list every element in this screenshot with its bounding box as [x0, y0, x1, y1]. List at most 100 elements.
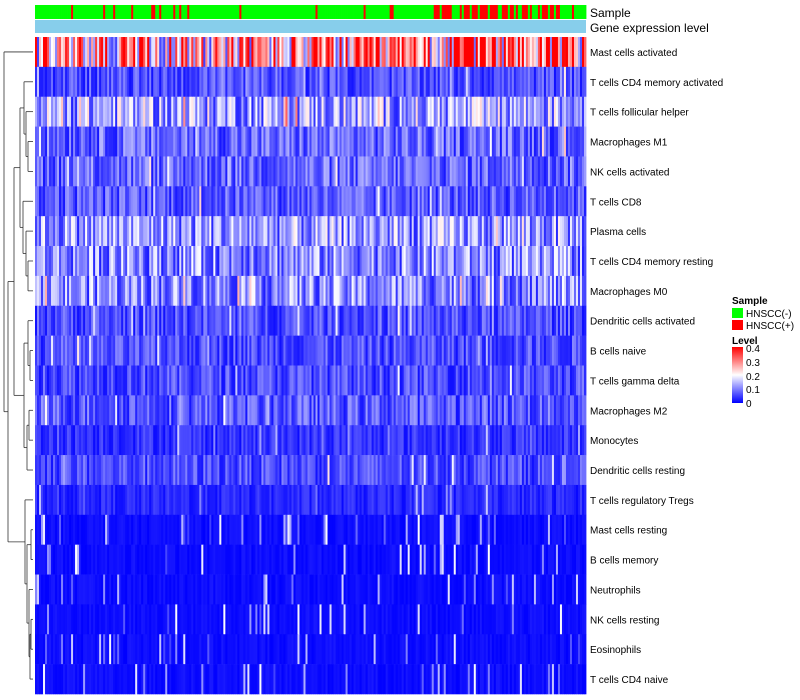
heatmap-cell	[79, 305, 82, 336]
heatmap-cell	[51, 156, 54, 187]
heatmap-cell	[577, 186, 581, 217]
heatmap-cell	[291, 246, 294, 277]
heatmap-cell	[529, 66, 533, 98]
heatmap-cell	[553, 126, 557, 157]
heatmap-cell	[303, 126, 306, 157]
heatmap-cell	[153, 156, 156, 187]
heatmap-cell	[299, 66, 302, 98]
heatmap-cell	[125, 365, 128, 396]
heatmap-cell	[197, 216, 200, 247]
heatmap-cell	[515, 216, 519, 247]
heatmap-cell	[393, 126, 397, 157]
heatmap-cell	[541, 335, 545, 366]
heatmap-cell	[463, 216, 467, 247]
heatmap-cell	[71, 335, 74, 366]
heatmap-cell	[333, 216, 336, 247]
heatmap-cell	[387, 395, 391, 426]
heatmap-cell	[393, 216, 397, 247]
heatmap-cell	[271, 455, 274, 486]
heatmap-cell	[379, 66, 383, 98]
heatmap-cell	[485, 216, 489, 247]
heatmap-cell	[571, 156, 575, 187]
heatmap-cell	[553, 96, 557, 127]
heatmap-cell	[257, 96, 260, 127]
heatmap-cell	[509, 425, 513, 456]
heatmap-cell	[361, 275, 364, 307]
heatmap-cell	[391, 395, 395, 426]
heatmap-cell	[105, 455, 108, 486]
heatmap-cell	[83, 425, 86, 456]
heatmap-cell	[443, 514, 447, 545]
heatmap-cell	[445, 425, 449, 456]
heatmap-cell	[545, 156, 549, 187]
heatmap-cell	[47, 37, 50, 68]
heatmap-cell	[221, 37, 224, 68]
heatmap-cell	[97, 514, 100, 545]
heatmap-cell	[271, 216, 274, 247]
heatmap-cell	[403, 96, 407, 127]
heatmap-cell	[191, 305, 194, 336]
heatmap-cell	[49, 365, 52, 396]
heatmap-cell	[103, 275, 106, 307]
heatmap-cell	[289, 186, 292, 217]
heatmap-cell	[113, 455, 116, 486]
heatmap-cell	[119, 216, 122, 247]
heatmap-cell	[39, 126, 42, 157]
heatmap-cell	[419, 96, 423, 127]
heatmap-cell	[69, 425, 72, 456]
heatmap-cell	[337, 425, 340, 456]
heatmap-cell	[89, 484, 92, 516]
heatmap-cell	[229, 335, 232, 366]
heatmap-cell	[235, 275, 238, 307]
heatmap-cell	[249, 66, 252, 98]
heatmap-cell	[459, 455, 463, 486]
heatmap-cell	[161, 335, 164, 366]
heatmap-cell	[325, 305, 328, 336]
heatmap-cell	[447, 484, 451, 516]
heatmap-cell	[323, 365, 326, 396]
heatmap-cell	[93, 216, 96, 247]
heatmap-cell	[77, 66, 80, 98]
heatmap-cell	[511, 425, 515, 456]
heatmap-cell	[255, 186, 258, 217]
heatmap-cell	[159, 365, 162, 396]
heatmap-cell	[245, 156, 248, 187]
heatmap-cell	[527, 126, 531, 157]
heatmap-cell	[269, 425, 272, 456]
heatmap-cell	[327, 96, 330, 127]
heatmap-cell	[343, 425, 346, 456]
heatmap-cell	[61, 365, 64, 396]
heatmap-cell	[229, 514, 232, 545]
heatmap-cell	[61, 186, 64, 217]
heatmap-cell	[61, 37, 64, 68]
heatmap-cell	[221, 335, 224, 366]
sample-cell	[341, 5, 344, 19]
heatmap-cell	[51, 365, 54, 396]
heatmap-cell	[357, 96, 360, 127]
heatmap-cell	[363, 484, 366, 516]
heatmap-cell	[87, 305, 90, 336]
sample-cell	[471, 5, 475, 19]
heatmap-cell	[303, 246, 306, 277]
heatmap-cell	[235, 335, 238, 366]
heatmap-cell	[85, 365, 88, 396]
heatmap-cell	[415, 275, 419, 307]
heatmap-cell	[379, 216, 383, 247]
heatmap-cell	[121, 246, 124, 277]
heatmap-cell	[445, 514, 449, 545]
heatmap-cell	[129, 305, 132, 336]
heatmap-cell	[465, 126, 469, 157]
heatmap-cell	[261, 484, 264, 516]
heatmap-cell	[545, 66, 549, 98]
heatmap-cell	[475, 395, 479, 426]
heatmap-cell	[453, 37, 457, 68]
sample-cell	[51, 5, 54, 19]
heatmap-cell	[257, 216, 260, 247]
heatmap-cell	[187, 365, 190, 396]
heatmap-cell	[421, 66, 425, 98]
heatmap-cell	[333, 66, 336, 98]
heatmap-cell	[317, 216, 320, 247]
heatmap-cell	[383, 395, 387, 426]
heatmap-cell	[289, 96, 292, 127]
heatmap-cell	[517, 484, 521, 516]
